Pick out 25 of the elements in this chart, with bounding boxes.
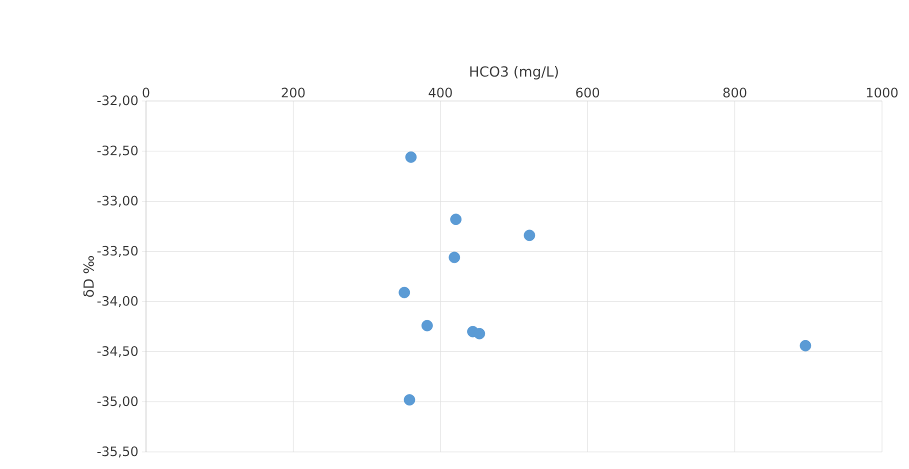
point bbox=[421, 320, 433, 332]
y-tick-label: -33,50 bbox=[97, 246, 138, 257]
point bbox=[404, 394, 416, 406]
x-tick-label: 800 bbox=[723, 88, 746, 98]
x-tick-label: 400 bbox=[428, 88, 452, 98]
y-tick-label: -35,50 bbox=[97, 446, 138, 458]
point bbox=[405, 151, 417, 163]
y-tick-label: -35,00 bbox=[97, 396, 138, 408]
y-tick-label: -33,00 bbox=[97, 196, 138, 207]
x-tick-label: 200 bbox=[282, 88, 305, 98]
y-tick-label: -32,00 bbox=[97, 95, 138, 107]
point bbox=[524, 230, 536, 242]
y-tick-label: -32,50 bbox=[97, 146, 138, 157]
point bbox=[448, 252, 460, 264]
y-axis-title: δD ‰ bbox=[83, 256, 94, 297]
x-tick-label: 600 bbox=[576, 88, 600, 98]
point bbox=[474, 328, 486, 340]
x-tick-label: 0 bbox=[142, 88, 150, 98]
point bbox=[450, 214, 462, 226]
point bbox=[398, 286, 410, 298]
y-tick-label: -34,00 bbox=[97, 296, 138, 308]
x-tick-label: 1000 bbox=[866, 88, 898, 98]
point bbox=[800, 340, 812, 352]
x-axis-title: HCO3 (mg/L) bbox=[470, 66, 558, 80]
y-tick-label: -34,50 bbox=[97, 346, 138, 358]
